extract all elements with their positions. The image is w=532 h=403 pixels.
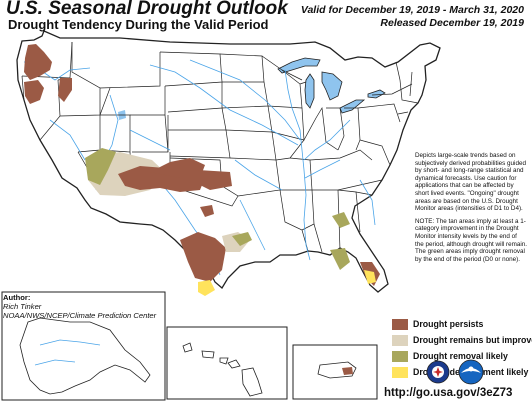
drought-persists-tx	[180, 232, 226, 282]
lake-huron	[321, 71, 343, 101]
drought-persists-ks	[198, 170, 232, 190]
map-subtitle: Drought Tendency During the Valid Period	[8, 17, 269, 32]
noaa-logo	[458, 359, 484, 385]
drought-persists-co	[150, 158, 205, 178]
us-outline	[16, 30, 441, 293]
hawaii-islands	[182, 342, 263, 397]
valid-dates: Valid for December 19, 2019 - March 31, …	[301, 4, 524, 30]
legend-label-improves: Drought remains but improves	[413, 335, 532, 345]
author-org: NOAA/NWS/NCEP/Climate Prediction Center	[3, 310, 157, 320]
disclaimer-note: Depicts large-scale trends based on subj…	[415, 152, 527, 268]
legend-swatch-development	[392, 367, 408, 378]
lake-erie	[339, 99, 366, 114]
drought-removal-ga	[332, 212, 350, 228]
legend-swatch-improves	[392, 335, 408, 346]
map-title: U.S. Seasonal Drought Outlook	[6, 0, 288, 19]
hawaii-inset	[166, 326, 288, 400]
nws-logo	[426, 360, 450, 384]
drought-persists-or	[24, 80, 44, 104]
drought-persists-pr	[342, 367, 353, 375]
legend-label-persists: Drought persists	[413, 319, 484, 329]
alaska-rivers	[34, 339, 101, 366]
valid-line: Valid for December 19, 2019 - March 31, …	[300, 4, 524, 16]
drought-removal-fl	[330, 248, 350, 270]
drought-persists-ok	[200, 205, 214, 217]
note-paragraph-1: Depicts large-scale trends based on subj…	[415, 152, 526, 213]
rivers	[24, 59, 376, 276]
legend-swatch-removal	[392, 351, 408, 362]
author-name: Rich Tinker	[3, 301, 42, 311]
drought-removal-tx	[232, 232, 252, 246]
alaska-outline	[19, 317, 151, 395]
legend-swatch-persists	[392, 319, 408, 330]
author-label: Author:	[3, 293, 31, 302]
drought-persists-id	[58, 78, 72, 102]
legend-label-removal: Drought removal likely	[413, 351, 508, 361]
lake-ontario	[367, 89, 386, 99]
drought-areas	[24, 44, 380, 296]
released-line: Released December 19, 2019	[380, 17, 524, 29]
author-block: Author: Rich Tinker NOAA/NWS/NCEP/Climat…	[3, 293, 157, 320]
note-paragraph-2: NOTE: The tan areas imply at least a 1-c…	[415, 217, 528, 263]
drought-dev-fl	[364, 270, 376, 284]
lake-michigan	[304, 73, 315, 109]
drought-dev-tx	[198, 280, 215, 296]
outlook-url[interactable]: http://go.usa.gov/3eZ73	[384, 387, 513, 399]
drought-removal-ut	[85, 148, 116, 185]
drought-persists-wa	[24, 44, 52, 80]
state-borders	[21, 41, 419, 253]
